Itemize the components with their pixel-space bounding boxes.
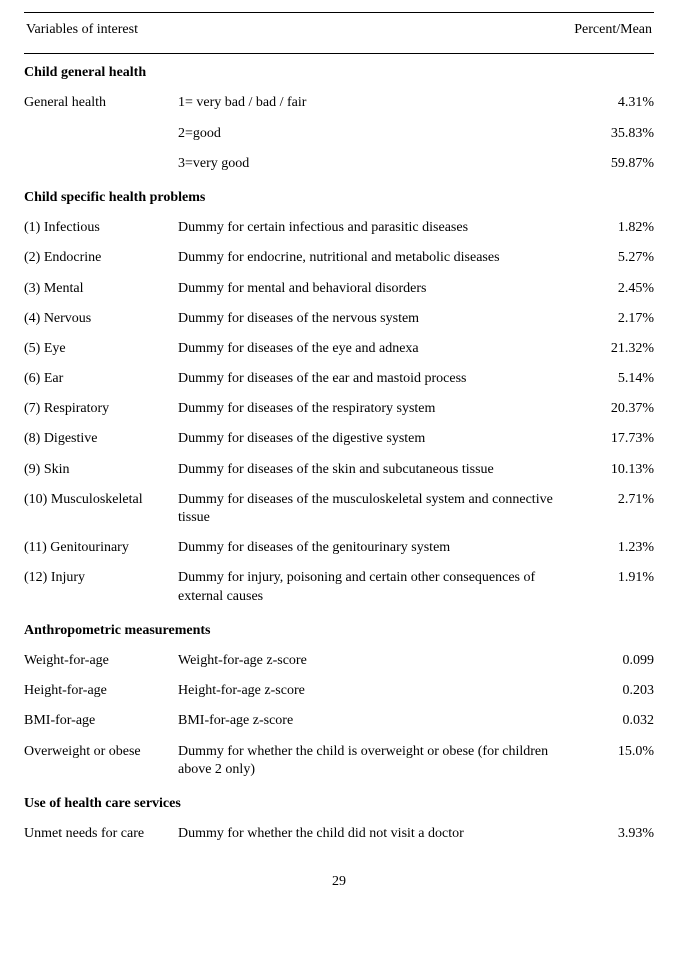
variable-name: (11) Genitourinary [24,539,178,557]
table-row: Overweight or obeseDummy for whether the… [24,737,654,785]
variable-value: 4.31% [574,94,654,112]
section-heading: Anthropometric measurements [24,612,654,646]
variable-value: 20.37% [574,400,654,418]
variable-value: 2.17% [574,310,654,328]
rule-top [24,12,654,13]
variable-name: BMI-for-age [24,712,178,730]
variable-value: 0.032 [574,712,654,730]
variable-name [24,155,178,173]
table-row: (1) InfectiousDummy for certain infectio… [24,213,654,243]
section-heading: Child specific health problems [24,179,654,213]
page-number: 29 [24,849,654,891]
variable-value: 10.13% [574,461,654,479]
variable-name: General health [24,94,178,112]
table-row: BMI-for-ageBMI-for-age z-score0.032 [24,706,654,736]
variable-description: 2=good [178,125,574,143]
variable-description: Dummy for diseases of the nervous system [178,310,574,328]
variable-name: Weight-for-age [24,652,178,670]
variable-description: Dummy for diseases of the digestive syst… [178,430,574,448]
variable-name: (8) Digestive [24,430,178,448]
header-left: Variables of interest [26,21,138,39]
table-row: (9) SkinDummy for diseases of the skin a… [24,455,654,485]
table-row: General health1= very bad / bad / fair4.… [24,88,654,118]
page: Variables of interest Percent/Mean Child… [0,0,678,891]
variable-description: Dummy for diseases of the genitourinary … [178,539,574,557]
variable-value: 3.93% [574,825,654,843]
variable-value: 59.87% [574,155,654,173]
variable-description: 1= very bad / bad / fair [178,94,574,112]
table-row: (12) InjuryDummy for injury, poisoning a… [24,563,654,611]
variable-value: 1.23% [574,539,654,557]
variable-value: 1.82% [574,219,654,237]
variable-name: Overweight or obese [24,743,178,779]
table-row: Weight-for-ageWeight-for-age z-score0.09… [24,646,654,676]
variable-name: Unmet needs for care [24,825,178,843]
variable-description: Dummy for endocrine, nutritional and met… [178,249,574,267]
table-row: (11) GenitourinaryDummy for diseases of … [24,533,654,563]
table-row: (2) EndocrineDummy for endocrine, nutrit… [24,243,654,273]
section-heading: Use of health care services [24,785,654,819]
variable-description: 3=very good [178,155,574,173]
variable-description: Dummy for whether the child did not visi… [178,825,574,843]
table-header-row: Variables of interest Percent/Mean [24,15,654,45]
variable-name: (5) Eye [24,340,178,358]
variable-name: (9) Skin [24,461,178,479]
variable-name: (2) Endocrine [24,249,178,267]
variable-description: Weight-for-age z-score [178,652,574,670]
variable-value: 1.91% [574,569,654,605]
header-right: Percent/Mean [574,21,652,39]
variable-description: Dummy for diseases of the respiratory sy… [178,400,574,418]
variable-description: Dummy for injury, poisoning and certain … [178,569,574,605]
table-row: 3=very good59.87% [24,149,654,179]
table-row: (8) DigestiveDummy for diseases of the d… [24,424,654,454]
variable-description: Height-for-age z-score [178,682,574,700]
variable-value: 0.099 [574,652,654,670]
variable-name: (1) Infectious [24,219,178,237]
variable-name: (3) Mental [24,280,178,298]
variable-name: (6) Ear [24,370,178,388]
variable-value: 21.32% [574,340,654,358]
section-heading: Child general health [24,54,654,88]
variable-description: BMI-for-age z-score [178,712,574,730]
table-row: Height-for-ageHeight-for-age z-score0.20… [24,676,654,706]
table-row: 2=good35.83% [24,119,654,149]
variable-value: 2.45% [574,280,654,298]
variable-description: Dummy for diseases of the ear and mastoi… [178,370,574,388]
table-body: Child general healthGeneral health1= ver… [24,54,654,849]
variable-description: Dummy for mental and behavioral disorder… [178,280,574,298]
variable-value: 17.73% [574,430,654,448]
table-row: (10) MusculoskeletalDummy for diseases o… [24,485,654,533]
variable-value: 35.83% [574,125,654,143]
variable-description: Dummy for diseases of the eye and adnexa [178,340,574,358]
variable-value: 0.203 [574,682,654,700]
variable-value: 5.27% [574,249,654,267]
variable-name [24,125,178,143]
table-row: (5) EyeDummy for diseases of the eye and… [24,334,654,364]
variable-name: (10) Musculoskeletal [24,491,178,527]
variable-name: (7) Respiratory [24,400,178,418]
variable-value: 15.0% [574,743,654,779]
table-row: (6) EarDummy for diseases of the ear and… [24,364,654,394]
variable-description: Dummy for diseases of the musculoskeleta… [178,491,574,527]
table-row: Unmet needs for careDummy for whether th… [24,819,654,849]
variable-name: (12) Injury [24,569,178,605]
variable-description: Dummy for diseases of the skin and subcu… [178,461,574,479]
variable-name: (4) Nervous [24,310,178,328]
variable-value: 5.14% [574,370,654,388]
variable-value: 2.71% [574,491,654,527]
table-row: (4) NervousDummy for diseases of the ner… [24,304,654,334]
variable-name: Height-for-age [24,682,178,700]
table-row: (7) RespiratoryDummy for diseases of the… [24,394,654,424]
variable-description: Dummy for certain infectious and parasit… [178,219,574,237]
variable-description: Dummy for whether the child is overweigh… [178,743,574,779]
table-row: (3) MentalDummy for mental and behaviora… [24,274,654,304]
